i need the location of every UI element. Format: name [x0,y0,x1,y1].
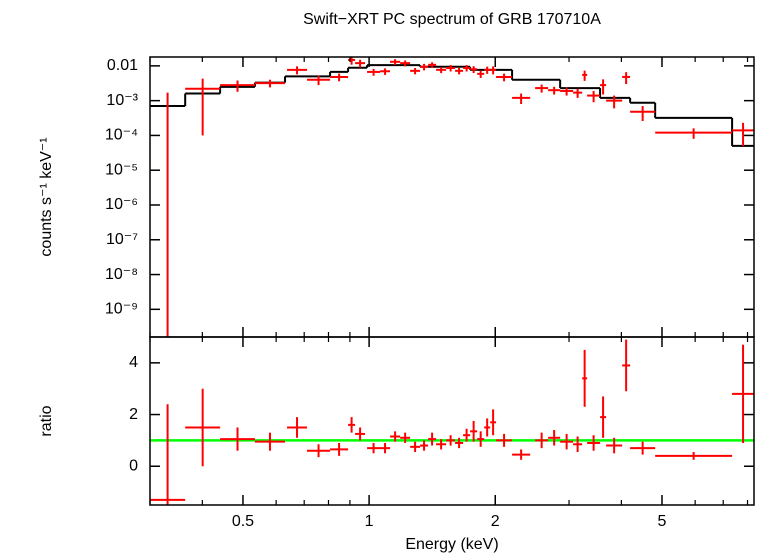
y-tick-label: 0 [129,457,138,474]
axes-frame [149,56,755,338]
y-tick-label: 10⁻⁵ [105,161,138,178]
x-tick-label: 2 [491,513,500,530]
y-tick-label: 10⁻⁸ [105,266,138,283]
y-axis-title: ratio [38,405,55,436]
y-tick-label: 10⁻³ [106,92,138,109]
chart-title: Swift−XRT PC spectrum of GRB 170710A [303,11,601,28]
y-tick-label: 0.01 [107,57,138,74]
y-axis-title: counts s⁻¹ keV⁻¹ [38,137,55,256]
x-tick-label: 1 [365,513,374,530]
x-tick-label: 0.5 [232,513,254,530]
y-tick-label: 10⁻⁷ [106,231,138,248]
y-tick-label: 4 [129,354,138,371]
y-tick-label: 2 [129,406,138,423]
x-tick-label: 5 [658,513,667,530]
y-tick-label: 10⁻⁶ [105,196,138,213]
axes-frame [149,336,755,506]
plot-area [150,339,754,505]
y-tick-label: 10⁻⁹ [105,301,138,318]
plot-area [150,57,754,337]
x-axis-title: Energy (keV) [405,536,498,553]
y-tick-label: 10⁻⁴ [105,127,138,144]
